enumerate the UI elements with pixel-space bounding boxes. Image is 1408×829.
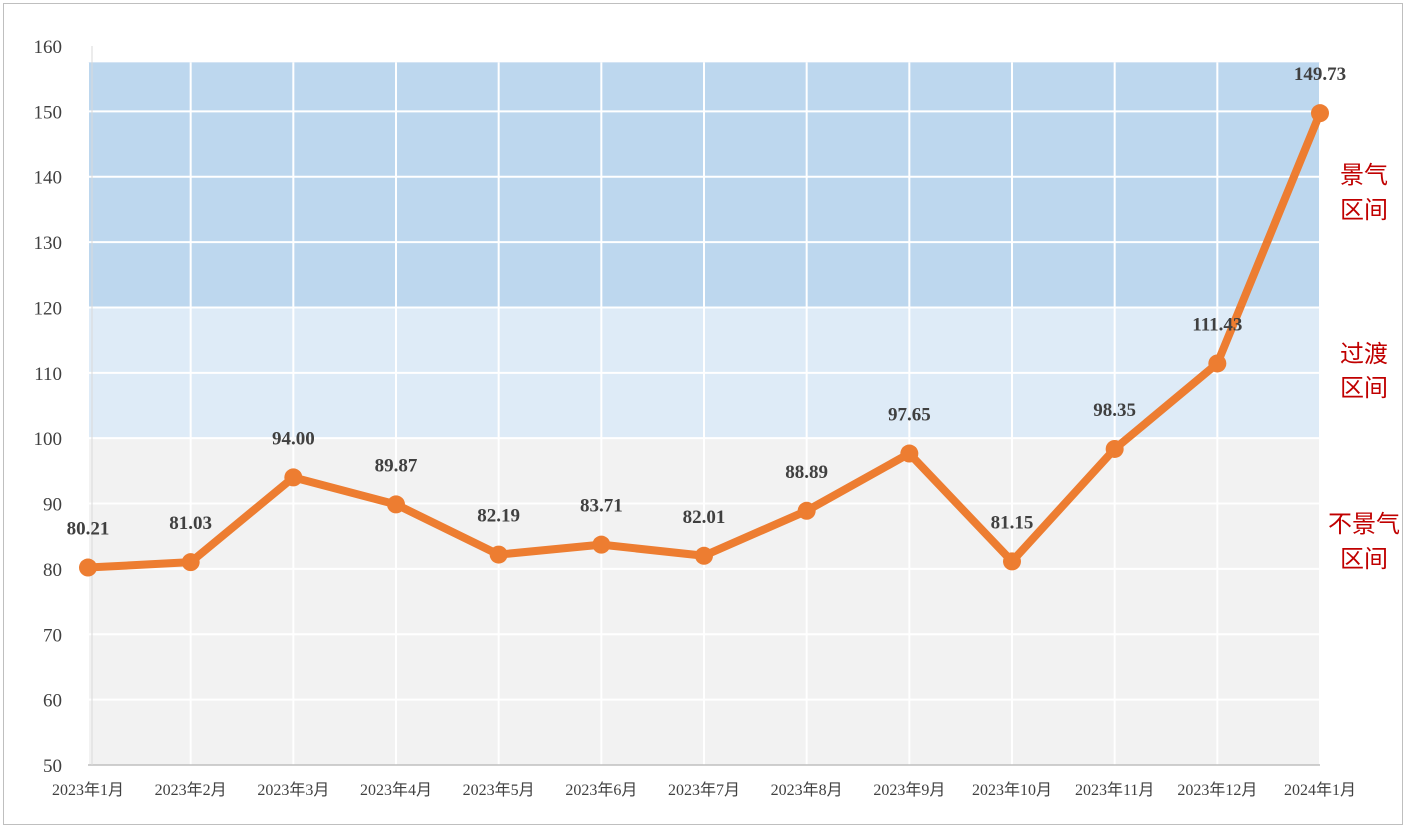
data-label: 82.19 [477, 506, 520, 527]
y-tick-label: 70 [43, 625, 62, 646]
data-point [797, 501, 816, 520]
x-tick-label: 2023年7月 [668, 781, 740, 799]
data-label: 81.15 [991, 512, 1034, 533]
x-tick-label: 2024年1月 [1284, 781, 1356, 799]
data-point [181, 553, 200, 572]
data-label: 94.00 [272, 428, 315, 449]
zone-label: 区间 [1340, 545, 1388, 573]
y-tick-label: 100 [34, 429, 63, 450]
y-tick-label: 50 [43, 756, 62, 777]
data-point [1208, 354, 1227, 373]
zone-label: 景气 [1340, 161, 1388, 189]
data-label: 97.65 [888, 405, 931, 426]
data-point [1003, 552, 1021, 571]
y-tick-label: 90 [43, 495, 62, 516]
x-tick-label: 2023年2月 [155, 781, 227, 799]
data-labels: 80.21 81.03 94.00 89.87 82.19 83.71 82.01 88.89… [67, 64, 1347, 539]
data-point [1311, 104, 1329, 123]
data-point [900, 444, 919, 463]
x-tick-label: 2023年5月 [463, 781, 535, 799]
x-tick-label: 2023年11月 [1075, 781, 1154, 799]
data-point [1105, 439, 1124, 458]
data-points [79, 104, 1329, 577]
data-label: 80.21 [67, 519, 110, 540]
data-label: 98.35 [1093, 400, 1136, 421]
y-tick-label: 60 [43, 691, 62, 712]
data-label: 88.89 [785, 462, 828, 483]
zone-label: 区间 [1340, 374, 1388, 402]
gridlines [87, 45, 1321, 765]
y-tick-label: 160 [34, 37, 63, 58]
y-tick-label: 110 [34, 364, 62, 385]
x-tick-label: 2023年4月 [360, 781, 432, 799]
data-label: 82.01 [683, 507, 726, 528]
data-label: 81.03 [169, 513, 212, 534]
y-tick-labels: 50 60 70 80 90 100 110 120 130 140 150 160 [34, 37, 63, 777]
data-label: 83.71 [580, 496, 623, 517]
data-point [79, 558, 97, 577]
data-point [284, 468, 303, 487]
data-label: 149.73 [1294, 64, 1346, 85]
y-tick-label: 130 [34, 233, 63, 254]
x-tick-label: 2023年12月 [1177, 781, 1257, 799]
data-point [695, 546, 713, 565]
data-point [489, 545, 508, 564]
x-tick-label: 2023年9月 [873, 781, 945, 799]
data-label: 111.43 [1192, 314, 1242, 335]
x-tick-label: 2023年1月 [52, 781, 124, 799]
y-tick-label: 150 [34, 102, 63, 123]
data-point [592, 535, 611, 554]
x-tick-label: 2023年8月 [771, 781, 843, 799]
x-tick-label: 2023年3月 [257, 781, 329, 799]
zone-label: 区间 [1340, 196, 1388, 224]
axes [88, 46, 1320, 766]
x-tick-labels: 2023年1月 2023年2月 2023年3月 2023年4月 2023年5月 2023年… [52, 781, 1356, 799]
y-tick-label: 140 [34, 168, 63, 189]
zone-label: 不景气 [1328, 510, 1400, 538]
y-tick-label: 120 [34, 298, 63, 319]
zone-label: 过渡 [1340, 340, 1388, 368]
x-tick-label: 2023年10月 [972, 781, 1052, 799]
data-label: 89.87 [375, 455, 418, 476]
y-tick-label: 80 [43, 560, 62, 581]
x-tick-label: 2023年6月 [565, 781, 637, 799]
data-point [387, 495, 405, 514]
